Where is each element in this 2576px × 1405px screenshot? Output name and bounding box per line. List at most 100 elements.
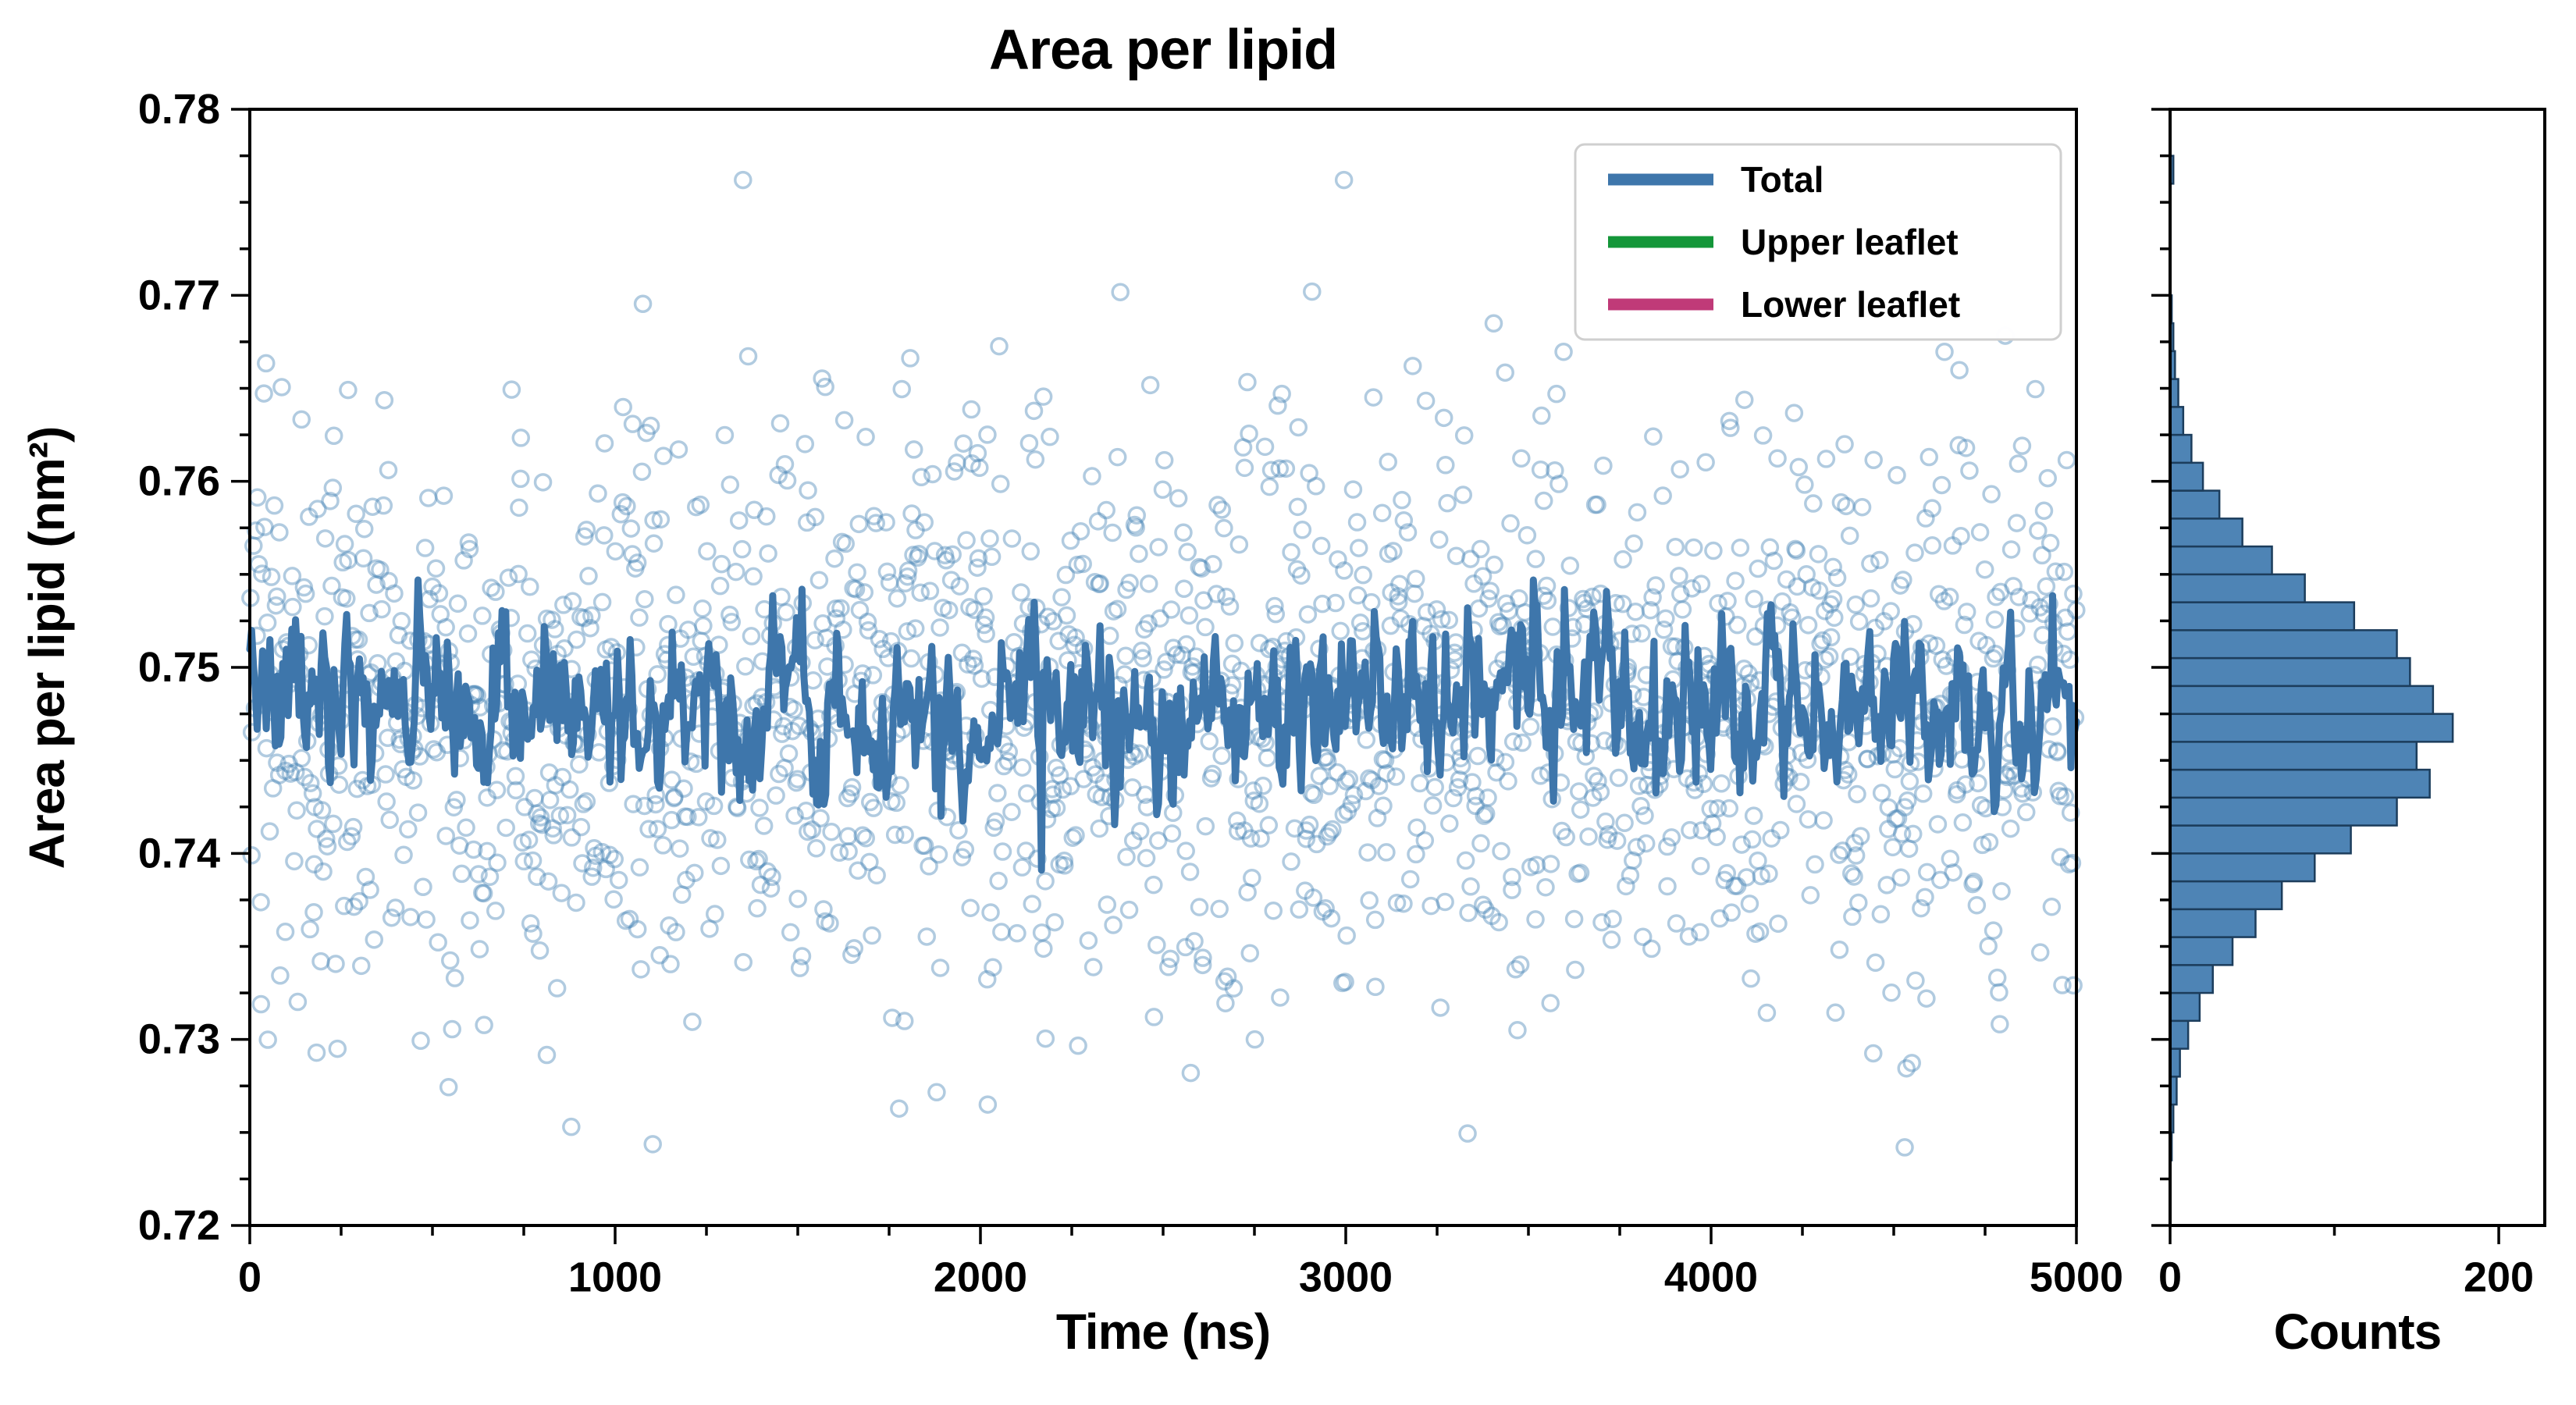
scatter-point: [667, 923, 685, 941]
scatter-point: [834, 411, 854, 430]
scatter-point: [1627, 838, 1646, 857]
scatter-point: [1222, 654, 1242, 674]
scatter-point: [866, 514, 885, 532]
scatter-point: [567, 893, 585, 912]
scatter-point: [1377, 843, 1396, 862]
scatter-point: [1899, 839, 1919, 859]
scatter-point: [577, 521, 596, 539]
scatter-point: [813, 369, 831, 388]
x-tick-label: 2000: [934, 1254, 1027, 1300]
scatter-point: [1133, 649, 1152, 668]
scatter-point: [1177, 635, 1196, 654]
scatter-point: [684, 647, 703, 667]
scatter-point: [1990, 983, 2008, 1002]
scatter-point: [1971, 795, 1991, 815]
scatter-point: [1499, 772, 1517, 791]
scatter-point: [1034, 387, 1053, 406]
scatter-point: [1265, 596, 1284, 616]
scatter-point: [1969, 631, 1988, 650]
scatter-point: [1297, 821, 1316, 840]
scatter-point: [295, 767, 314, 787]
scatter-point: [268, 587, 286, 606]
scatter-point: [923, 464, 942, 484]
scatter-point: [609, 870, 628, 890]
scatter-point: [1453, 486, 1473, 504]
scatter-point: [1282, 542, 1300, 562]
scatter-point: [761, 879, 781, 898]
scatter-point: [1212, 500, 1232, 519]
scatter-point: [1368, 809, 1387, 827]
scatter-point: [1701, 799, 1720, 819]
scatter-point: [1816, 450, 1836, 468]
scatter-point: [1992, 882, 2011, 901]
scatter-point: [1759, 864, 1778, 884]
scatter-point: [1679, 927, 1699, 946]
scatter-point: [1809, 545, 1828, 564]
scatter-point: [1384, 542, 1403, 560]
scatter-point: [2048, 742, 2067, 760]
scatter-point: [521, 914, 540, 933]
scatter-point: [2029, 521, 2048, 540]
scatter-point: [1707, 827, 1726, 846]
scatter-point: [912, 468, 931, 487]
scatter-point: [1882, 984, 1901, 1002]
scatter-point: [308, 500, 327, 518]
scatter-outlier-point: [1895, 1138, 1914, 1157]
scatter-point: [554, 596, 573, 614]
scatter-point: [1338, 802, 1357, 821]
scatter-point: [777, 471, 797, 490]
scatter-point: [1151, 609, 1169, 628]
scatter-point: [1737, 868, 1756, 887]
scatter-point: [279, 754, 298, 774]
scatter-point: [1059, 624, 1078, 644]
scatter-point: [1742, 969, 1760, 988]
scatter-point: [1503, 880, 1521, 899]
scatter-point: [268, 753, 286, 772]
scatter-point: [1296, 881, 1315, 900]
scatter-point: [1641, 601, 1660, 620]
mean-line-path: [246, 576, 2080, 874]
scatter-point: [2001, 819, 2020, 838]
scatter-point: [347, 779, 367, 799]
scatter-point: [2016, 802, 2036, 822]
scatter-point: [368, 654, 387, 673]
scatter-point: [1155, 660, 1173, 679]
scatter-point: [1727, 615, 1747, 635]
scatter-point: [606, 542, 625, 561]
scatter-point: [1326, 593, 1345, 613]
scatter-point: [1757, 1003, 1777, 1023]
scatter-point: [1200, 731, 1219, 751]
scatter-point: [1543, 617, 1562, 636]
scatter-point: [1895, 798, 1914, 816]
scatter-point: [1362, 592, 1381, 612]
scatter-point: [443, 1019, 461, 1039]
scatter-point: [1018, 784, 1037, 803]
scatter-point: [1526, 550, 1546, 568]
scatter-point: [1712, 774, 1731, 793]
scatter-point: [592, 842, 612, 862]
scatter-point: [1069, 1036, 1087, 1055]
scatter-point: [1135, 620, 1154, 639]
scatter-point: [1268, 396, 1287, 415]
scatter-point: [375, 390, 394, 410]
scatter-point: [770, 764, 788, 784]
scatter-point: [1845, 867, 1863, 886]
scatter-point: [1781, 603, 1799, 622]
scatter-point: [935, 546, 955, 565]
scatter-point: [563, 592, 582, 610]
scatter-point: [1735, 390, 1754, 410]
scatter-point: [1282, 852, 1300, 871]
scatter-point: [1912, 898, 1930, 918]
scatter-point: [1073, 554, 1092, 574]
scatter-point: [1303, 282, 1322, 301]
scatter-point: [888, 724, 906, 744]
scatter-point: [855, 583, 874, 602]
scatter-point: [662, 810, 681, 830]
scatter-point: [1726, 571, 1745, 590]
scatter-point: [694, 616, 713, 635]
scatter-point: [849, 861, 867, 880]
scatter-point: [965, 656, 984, 675]
scatter-point: [300, 507, 318, 526]
scatter-point: [1028, 849, 1047, 868]
scatter-point: [777, 603, 795, 622]
